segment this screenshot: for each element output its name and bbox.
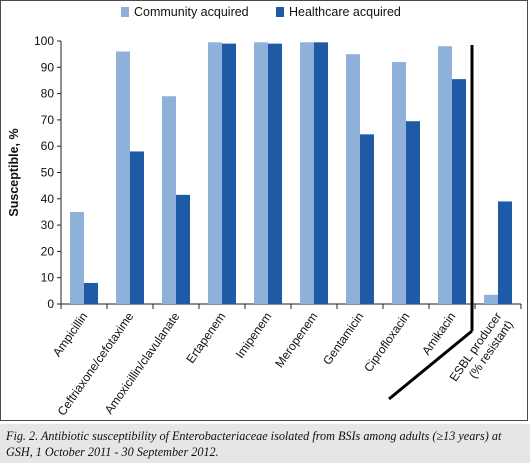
bar-healthcare — [452, 79, 466, 304]
chart-panel: Community acquired Healthcare acquired 0 1… — [0, 0, 528, 421]
x-category-label: Ertapenem — [183, 310, 228, 366]
legend-label-1: Community acquired — [134, 5, 249, 19]
bar-community — [438, 46, 452, 304]
bar-healthcare — [130, 151, 144, 304]
bar-community — [162, 96, 176, 304]
y-tick-label: 90 — [41, 60, 55, 74]
y-tick-label: 20 — [41, 244, 55, 258]
bar-healthcare — [314, 42, 328, 304]
bar-healthcare — [406, 121, 420, 304]
bar-community — [70, 211, 84, 304]
bar-chart: Community acquired Healthcare acquired 0 1… — [7, 5, 522, 418]
y-tick-label: 0 — [47, 297, 54, 311]
bar-community — [484, 294, 498, 304]
figure-caption: Fig. 2. Antibiotic susceptibility of Ent… — [6, 429, 502, 459]
bar-healthcare — [360, 134, 374, 304]
y-tick-label: 50 — [41, 166, 55, 180]
bar-healthcare — [84, 282, 98, 304]
x-category-label: Imipenem — [233, 310, 275, 361]
y-tick-label: 70 — [41, 113, 55, 127]
bar-community — [116, 51, 130, 304]
bar-community — [392, 62, 406, 304]
x-category-label: ESBL producer(% resistant) — [447, 310, 516, 392]
esbl-divider — [388, 45, 474, 401]
bar-community — [300, 42, 314, 304]
y-tick-label: 40 — [41, 192, 55, 206]
y-axis-label: Susceptible, % — [7, 128, 21, 216]
bar-community — [208, 42, 222, 304]
legend: Community acquired Healthcare acquired — [121, 5, 401, 19]
caption-band: Fig. 2. Antibiotic susceptibility of Ent… — [0, 424, 530, 463]
legend-swatch-1 — [121, 7, 129, 17]
bars — [70, 42, 512, 305]
x-category-label: Gentamicin — [320, 310, 366, 368]
bar-community — [254, 42, 268, 304]
category-labels: AmpicillinCeftriaxone/cefotaximeAmoxicil… — [50, 309, 516, 418]
y-tick-label: 30 — [41, 218, 55, 232]
x-category-label: Ciprofloxacin — [361, 310, 412, 375]
y-tick-label: 80 — [41, 87, 55, 101]
legend-label-2: Healthcare acquired — [289, 5, 401, 19]
x-category-label: Ampicillin — [50, 310, 91, 360]
x-category-label: Amikacin — [419, 310, 458, 358]
bar-healthcare — [222, 43, 236, 304]
bar-healthcare — [498, 201, 512, 304]
bar-community — [346, 54, 360, 305]
y-tick-label: 60 — [41, 139, 55, 153]
axes: 0 10 20 30 40 50 60 70 80 90 100 Susceptible, % — [7, 34, 522, 311]
divider-diagonal — [388, 329, 473, 401]
y-tick-label: 100 — [34, 34, 54, 48]
bar-healthcare — [268, 43, 282, 304]
bar-healthcare — [176, 194, 190, 304]
legend-swatch-2 — [276, 7, 284, 17]
y-tick-label: 10 — [41, 271, 55, 285]
x-category-label: Meropenem — [272, 310, 320, 370]
